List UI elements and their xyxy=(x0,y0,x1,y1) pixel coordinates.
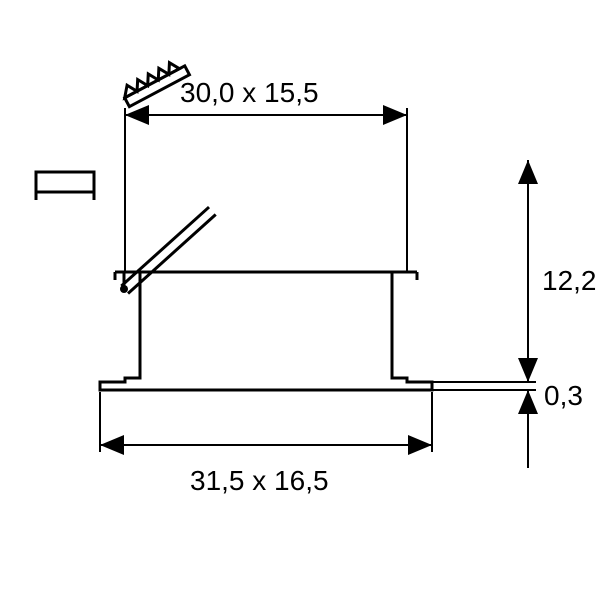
dim-flange-label: 0,3 xyxy=(544,380,583,411)
dim-bottom-label: 31,5 x 16,5 xyxy=(190,465,329,496)
dim-right: 12,2 0,3 xyxy=(432,160,597,468)
part-outline xyxy=(100,272,432,390)
dim-bottom: 31,5 x 16,5 xyxy=(100,392,432,496)
dim-top-label: 30,0 x 15,5 xyxy=(180,77,319,108)
dim-height-label: 12,2 xyxy=(542,265,597,296)
